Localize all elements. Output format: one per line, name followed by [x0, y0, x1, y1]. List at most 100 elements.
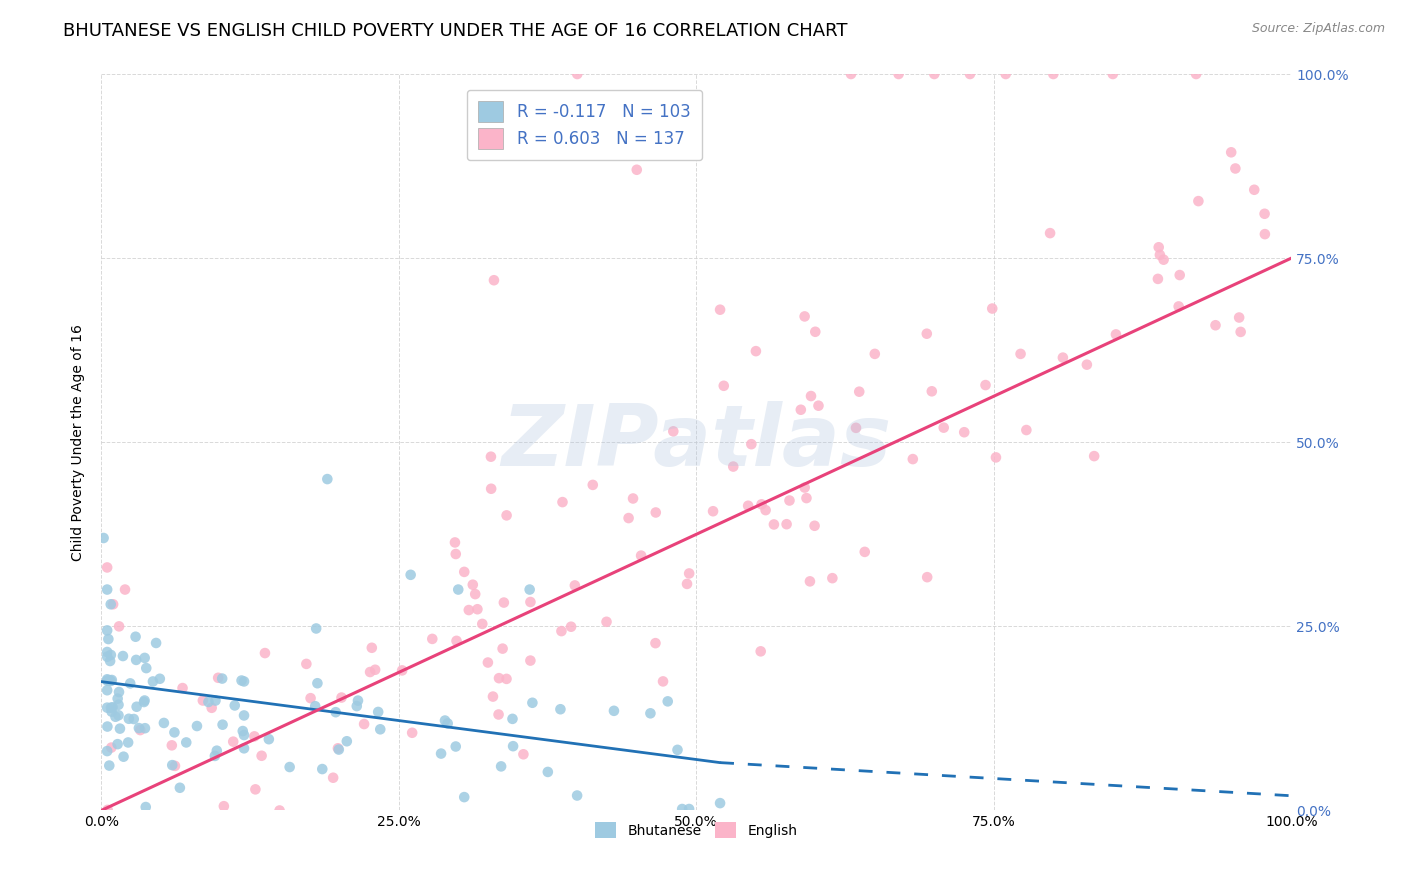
Point: [678, 802, 700, 816]
Point: [644, 506, 666, 520]
Point: [97, 632, 120, 646]
Point: [471, 616, 494, 631]
Point: [98, 654, 121, 668]
Point: [1168, 268, 1191, 282]
Point: [233, 708, 256, 723]
Point: [657, 694, 679, 708]
Point: [678, 566, 700, 581]
Point: [420, 632, 443, 646]
Point: [269, 804, 291, 818]
Point: [108, 685, 131, 699]
Point: [603, 704, 626, 718]
Point: [492, 596, 515, 610]
Point: [853, 545, 876, 559]
Point: [994, 67, 1017, 81]
Point: [702, 504, 724, 518]
Point: [322, 771, 344, 785]
Text: Source: ZipAtlas.com: Source: ZipAtlas.com: [1251, 22, 1385, 36]
Point: [186, 719, 208, 733]
Point: [1185, 67, 1208, 81]
Point: [204, 748, 226, 763]
Point: [565, 789, 588, 803]
Point: [550, 702, 572, 716]
Point: [162, 758, 184, 772]
Point: [98, 758, 121, 772]
Point: [713, 379, 735, 393]
Point: [96, 649, 118, 664]
Point: [502, 739, 524, 754]
Point: [326, 741, 349, 756]
Point: [305, 622, 328, 636]
Point: [107, 698, 129, 712]
Point: [863, 347, 886, 361]
Point: [666, 743, 689, 757]
Point: [100, 700, 122, 714]
Point: [519, 654, 541, 668]
Point: [299, 691, 322, 706]
Point: [101, 700, 124, 714]
Point: [1052, 351, 1074, 365]
Point: [114, 582, 136, 597]
Point: [134, 721, 156, 735]
Point: [621, 491, 644, 506]
Point: [740, 437, 762, 451]
Point: [582, 478, 605, 492]
Point: [482, 273, 505, 287]
Point: [153, 715, 176, 730]
Point: [107, 691, 129, 706]
Point: [145, 636, 167, 650]
Point: [401, 725, 423, 739]
Point: [174, 735, 197, 749]
Point: [368, 723, 391, 737]
Point: [100, 705, 122, 719]
Point: [101, 673, 124, 687]
Point: [108, 722, 131, 736]
Point: [96, 700, 118, 714]
Point: [125, 699, 148, 714]
Point: [723, 459, 745, 474]
Point: [172, 681, 194, 695]
Point: [567, 67, 589, 81]
Point: [96, 673, 118, 687]
Point: [495, 508, 517, 523]
Point: [304, 699, 326, 714]
Point: [160, 739, 183, 753]
Point: [316, 472, 339, 486]
Point: [1147, 240, 1170, 254]
Point: [125, 653, 148, 667]
Point: [433, 714, 456, 728]
Point: [821, 571, 844, 585]
Point: [211, 717, 233, 731]
Point: [595, 615, 617, 629]
Point: [887, 67, 910, 81]
Point: [134, 693, 156, 707]
Point: [479, 482, 502, 496]
Point: [325, 705, 347, 719]
Point: [336, 734, 359, 748]
Point: [96, 720, 118, 734]
Point: [482, 690, 505, 704]
Point: [107, 737, 129, 751]
Point: [129, 723, 152, 737]
Point: [779, 493, 801, 508]
Point: [932, 420, 955, 434]
Point: [399, 567, 422, 582]
Point: [745, 344, 768, 359]
Point: [749, 644, 772, 658]
Point: [353, 717, 375, 731]
Point: [278, 760, 301, 774]
Point: [924, 67, 946, 81]
Point: [1015, 423, 1038, 437]
Point: [100, 597, 122, 611]
Point: [1187, 194, 1209, 208]
Point: [644, 636, 666, 650]
Point: [640, 706, 662, 721]
Point: [799, 574, 821, 589]
Point: [457, 603, 479, 617]
Point: [233, 674, 256, 689]
Point: [953, 425, 976, 440]
Point: [974, 378, 997, 392]
Point: [307, 676, 329, 690]
Text: BHUTANESE VS ENGLISH CHILD POVERTY UNDER THE AGE OF 16 CORRELATION CHART: BHUTANESE VS ENGLISH CHILD POVERTY UNDER…: [63, 22, 848, 40]
Point: [96, 683, 118, 698]
